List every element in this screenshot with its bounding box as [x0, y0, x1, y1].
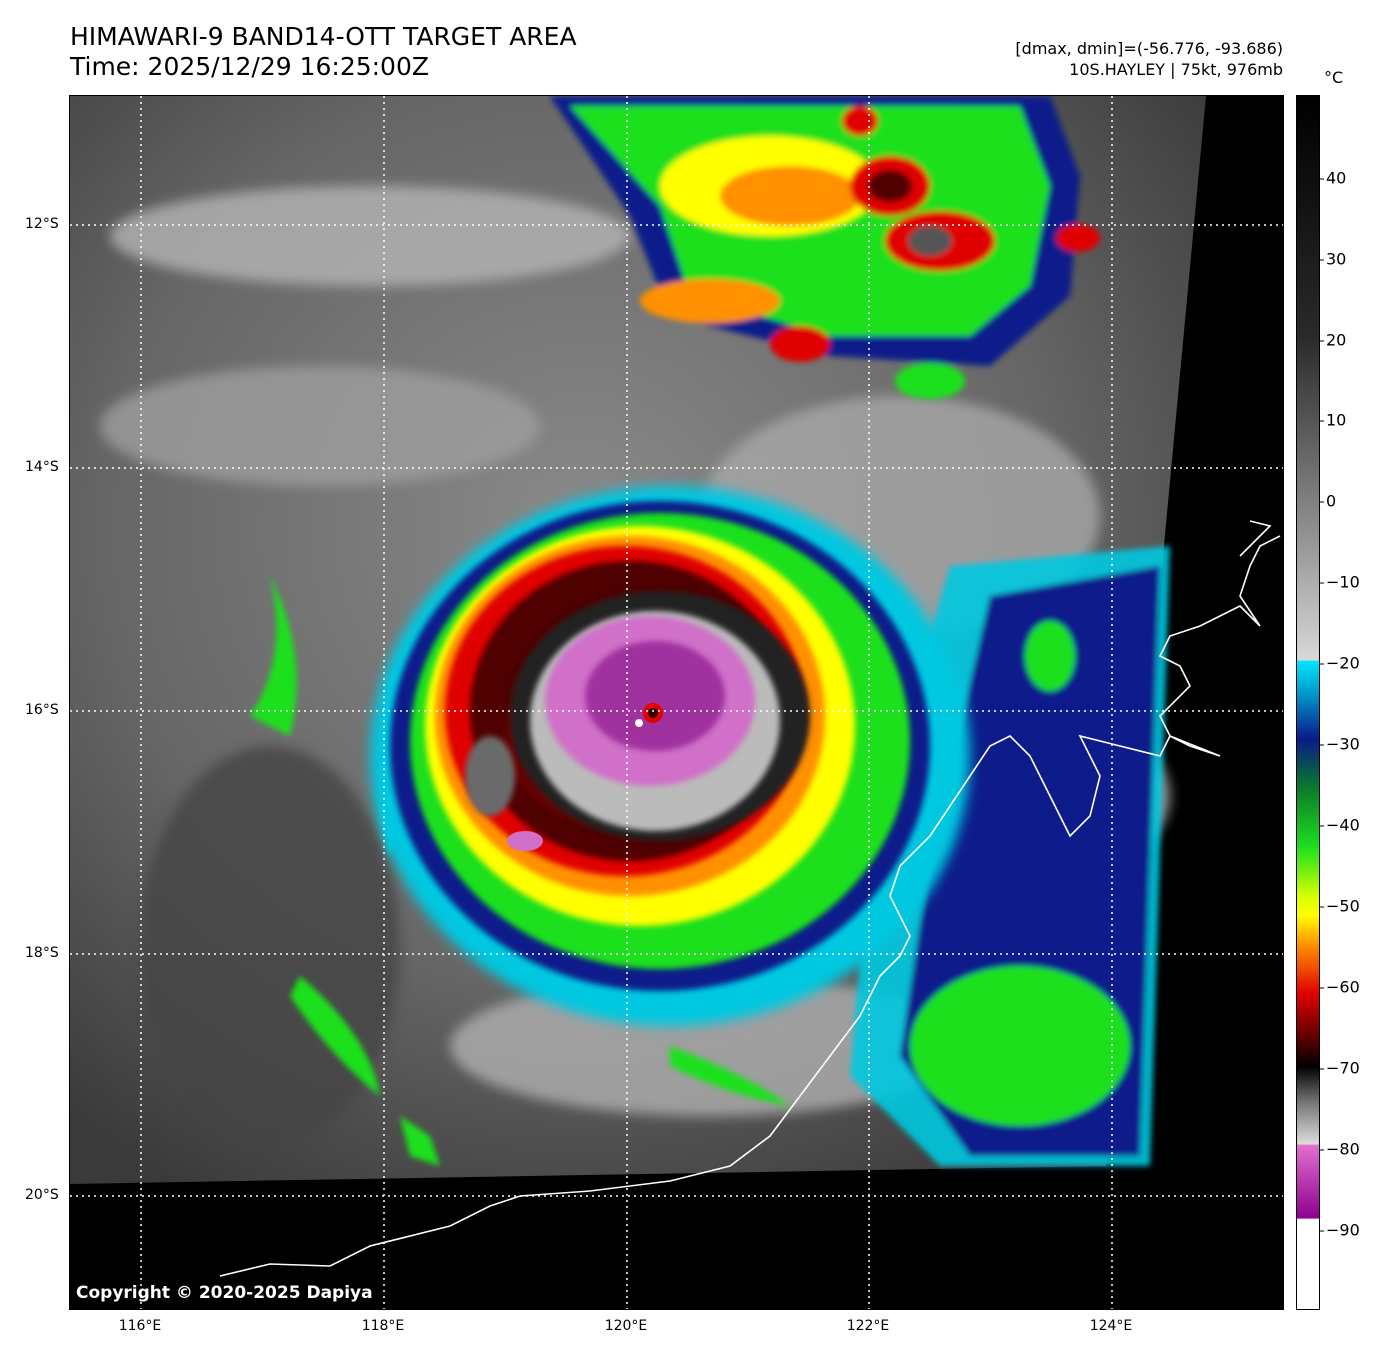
grid-lines [70, 96, 1283, 1309]
coastline [219, 520, 1281, 1277]
colorbar-tick-minus60: −60 [1319, 977, 1360, 997]
lat-label-12s: 12°S [25, 216, 59, 232]
title-line-2: Time: 2025/12/29 16:25:00Z [70, 52, 429, 81]
colorbar-tick-30: 30 [1318, 249, 1347, 269]
colorbar-tick-40: 40 [1318, 168, 1347, 188]
colorbar-unit: °C [1324, 68, 1344, 87]
lat-label-18s: 18°S [25, 945, 59, 961]
colorbar-tick-minus10: −10 [1319, 572, 1360, 592]
colorbar-tick-minus90: −90 [1319, 1220, 1360, 1240]
lon-label-120e: 120°E [604, 1318, 648, 1334]
colorbar-tick-20: 20 [1318, 330, 1347, 350]
colorbar-tick-10: 10 [1318, 410, 1347, 430]
lat-label-14s: 14°S [25, 459, 59, 475]
colorbar-tick-minus30: −30 [1319, 734, 1360, 754]
lon-label-124e: 124°E [1089, 1318, 1133, 1334]
colorbar-tick-minus70: −70 [1319, 1058, 1360, 1078]
lon-label-116e: 116°E [118, 1318, 162, 1334]
northern-convection [550, 96, 1100, 399]
lat-label-20s: 20°S [25, 1187, 59, 1203]
temperature-range: [dmax, dmin]=(-56.776, -93.686) [1015, 39, 1283, 58]
image-title: HIMAWARI-9 BAND14-OTT TARGET AREA Time: … [70, 22, 577, 82]
lon-label-118e: 118°E [361, 1318, 405, 1334]
colorbar-tick-minus80: −80 [1319, 1139, 1360, 1159]
copyright-text: Copyright © 2020-2025 Dapiya [76, 1283, 373, 1303]
satellite-image [70, 96, 1283, 1309]
colorbar [1296, 95, 1320, 1310]
colorbar-tick-minus20: −20 [1319, 653, 1360, 673]
colorbar-tick-minus40: −40 [1319, 815, 1360, 835]
satellite-map: Copyright © 2020-2025 Dapiya [69, 95, 1284, 1310]
storm-name: 10S.HAYLEY | 75kt, 976mb [1069, 60, 1283, 79]
colorbar-tick-0: 0 [1318, 491, 1337, 511]
lon-label-122e: 122°E [846, 1318, 890, 1334]
storm-info: [dmax, dmin]=(-56.776, -93.686) 10S.HAYL… [1015, 38, 1283, 80]
cyclone [370, 486, 970, 1026]
colorbar-tick-minus50: −50 [1319, 896, 1360, 916]
lat-label-16s: 16°S [25, 702, 59, 718]
title-line-1: HIMAWARI-9 BAND14-OTT TARGET AREA [70, 22, 577, 51]
